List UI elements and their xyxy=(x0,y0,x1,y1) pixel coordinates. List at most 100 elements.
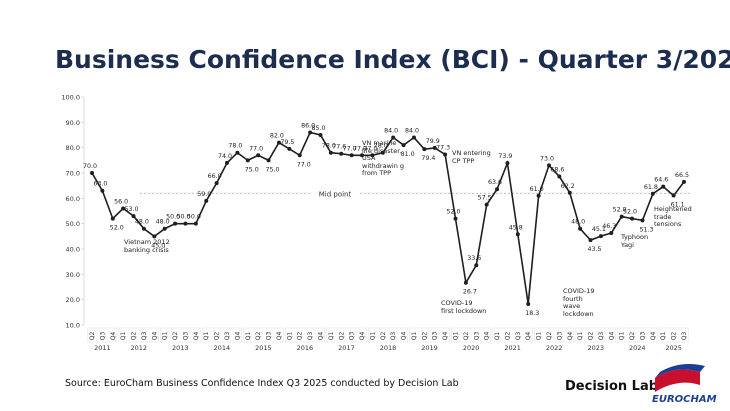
y-tick-label: 60.0 xyxy=(66,195,80,203)
data-label: 70.0 xyxy=(83,163,97,170)
year-label: 2025 xyxy=(665,344,682,352)
data-point xyxy=(484,202,489,207)
logo-decision-lab: Decision Lab xyxy=(565,379,658,394)
logo-eurocham: EUROCHAM xyxy=(652,394,717,405)
data-point xyxy=(266,158,271,163)
data-point xyxy=(411,135,416,140)
data-point xyxy=(110,216,115,221)
x-tick-label: Q2 xyxy=(629,332,636,341)
x-tick-label: Q1 xyxy=(245,332,252,341)
x-tick-label: Q1 xyxy=(619,332,626,341)
annotation: Vietnam 2012 banking crisis xyxy=(124,238,170,254)
data-point xyxy=(370,153,375,158)
y-tick-label: 70.0 xyxy=(66,170,80,178)
data-point xyxy=(640,218,645,223)
data-point xyxy=(443,152,448,157)
year-band xyxy=(160,327,201,343)
x-tick-label: Q4 xyxy=(276,332,283,341)
annotation: COVID-19 fourth wave lockdown xyxy=(563,287,595,318)
data-point xyxy=(162,226,167,231)
year-label: 2013 xyxy=(172,344,189,352)
x-tick-label: Q4 xyxy=(359,332,366,341)
data-point xyxy=(318,133,323,137)
annotation: VN marine life disaster, USA withdrawin … xyxy=(362,139,405,177)
y-tick-label: 100.0 xyxy=(61,94,80,102)
year-label: 2022 xyxy=(546,344,563,352)
data-label: 52.8 xyxy=(613,207,627,214)
y-tick-label: 90.0 xyxy=(66,119,80,127)
data-point xyxy=(598,234,603,239)
x-tick-label: Q3 xyxy=(99,332,106,341)
data-point xyxy=(546,163,551,168)
year-label: 2020 xyxy=(463,344,480,352)
data-label: 33.6 xyxy=(467,255,481,262)
data-label: 43.5 xyxy=(588,246,602,253)
data-point xyxy=(287,146,292,151)
x-tick-label: Q2 xyxy=(671,332,678,341)
data-point xyxy=(391,135,396,140)
year-band xyxy=(658,327,689,343)
series-line xyxy=(91,131,685,305)
x-tick-label: Q4 xyxy=(525,332,532,341)
data-label: 45.1 xyxy=(592,226,606,233)
data-label: 66.0 xyxy=(208,173,222,180)
data-label: 45.0 xyxy=(151,242,165,249)
year-label: 2019 xyxy=(421,344,438,352)
data-point xyxy=(152,234,157,239)
y-tick-label: 20.0 xyxy=(66,296,80,304)
data-label: 82.0 xyxy=(270,133,284,140)
x-tick-label: Q1 xyxy=(536,332,543,341)
data-label: 50.0 xyxy=(166,214,180,221)
data-label: 46.3 xyxy=(602,223,616,230)
x-tick-label: Q2 xyxy=(546,332,553,341)
data-point xyxy=(214,181,219,186)
data-point xyxy=(536,193,541,198)
x-tick-label: Q3 xyxy=(307,332,314,341)
y-tick-label: 50.0 xyxy=(66,220,80,228)
x-tick-label: Q2 xyxy=(421,332,428,341)
data-label: 77.3 xyxy=(436,145,450,152)
x-tick-label: Q1 xyxy=(453,332,460,341)
y-tick-label: 40.0 xyxy=(66,246,80,254)
data-label: 50.0 xyxy=(187,214,201,221)
data-label: 78.0 xyxy=(374,143,388,150)
year-label: 2014 xyxy=(214,344,231,352)
year-label: 2024 xyxy=(629,344,646,352)
data-label: 79.5 xyxy=(280,139,294,146)
data-point xyxy=(557,174,562,179)
data-point xyxy=(349,153,354,158)
data-label: 52.0 xyxy=(446,209,460,216)
x-tick-label: Q1 xyxy=(328,332,335,341)
chart-title: Business Confidence Index (BCI) - Quarte… xyxy=(55,45,730,74)
x-tick-label: Q2 xyxy=(463,332,470,341)
x-tick-label: Q1 xyxy=(286,332,293,341)
data-label: 77.0 xyxy=(249,145,263,152)
x-tick-label: Q3 xyxy=(182,332,189,341)
data-point xyxy=(183,221,188,226)
year-label: 2016 xyxy=(297,344,314,352)
x-tick-label: Q3 xyxy=(224,332,231,341)
data-point xyxy=(141,226,146,231)
data-point xyxy=(380,150,385,155)
year-label: 2011 xyxy=(94,344,111,352)
data-point xyxy=(515,232,520,237)
data-label: 85.0 xyxy=(311,125,325,132)
x-tick-label: Q1 xyxy=(494,332,501,341)
data-label: 18.3 xyxy=(525,310,539,317)
year-band xyxy=(451,327,492,343)
annotation: Heightened trade tensions xyxy=(654,205,692,228)
year-band xyxy=(201,327,242,343)
data-point xyxy=(432,145,437,150)
data-label: 59.0 xyxy=(197,191,211,198)
data-label: 51.3 xyxy=(639,226,653,233)
data-label: 79.9 xyxy=(426,138,440,145)
year-band xyxy=(492,327,533,343)
data-label: 79.4 xyxy=(421,155,435,162)
x-tick-label: Q2 xyxy=(214,332,221,341)
data-point xyxy=(225,160,230,165)
year-band xyxy=(617,327,658,343)
data-point xyxy=(495,187,500,192)
x-tick-label: Q4 xyxy=(650,332,657,341)
data-label: 78.0 xyxy=(322,143,336,150)
